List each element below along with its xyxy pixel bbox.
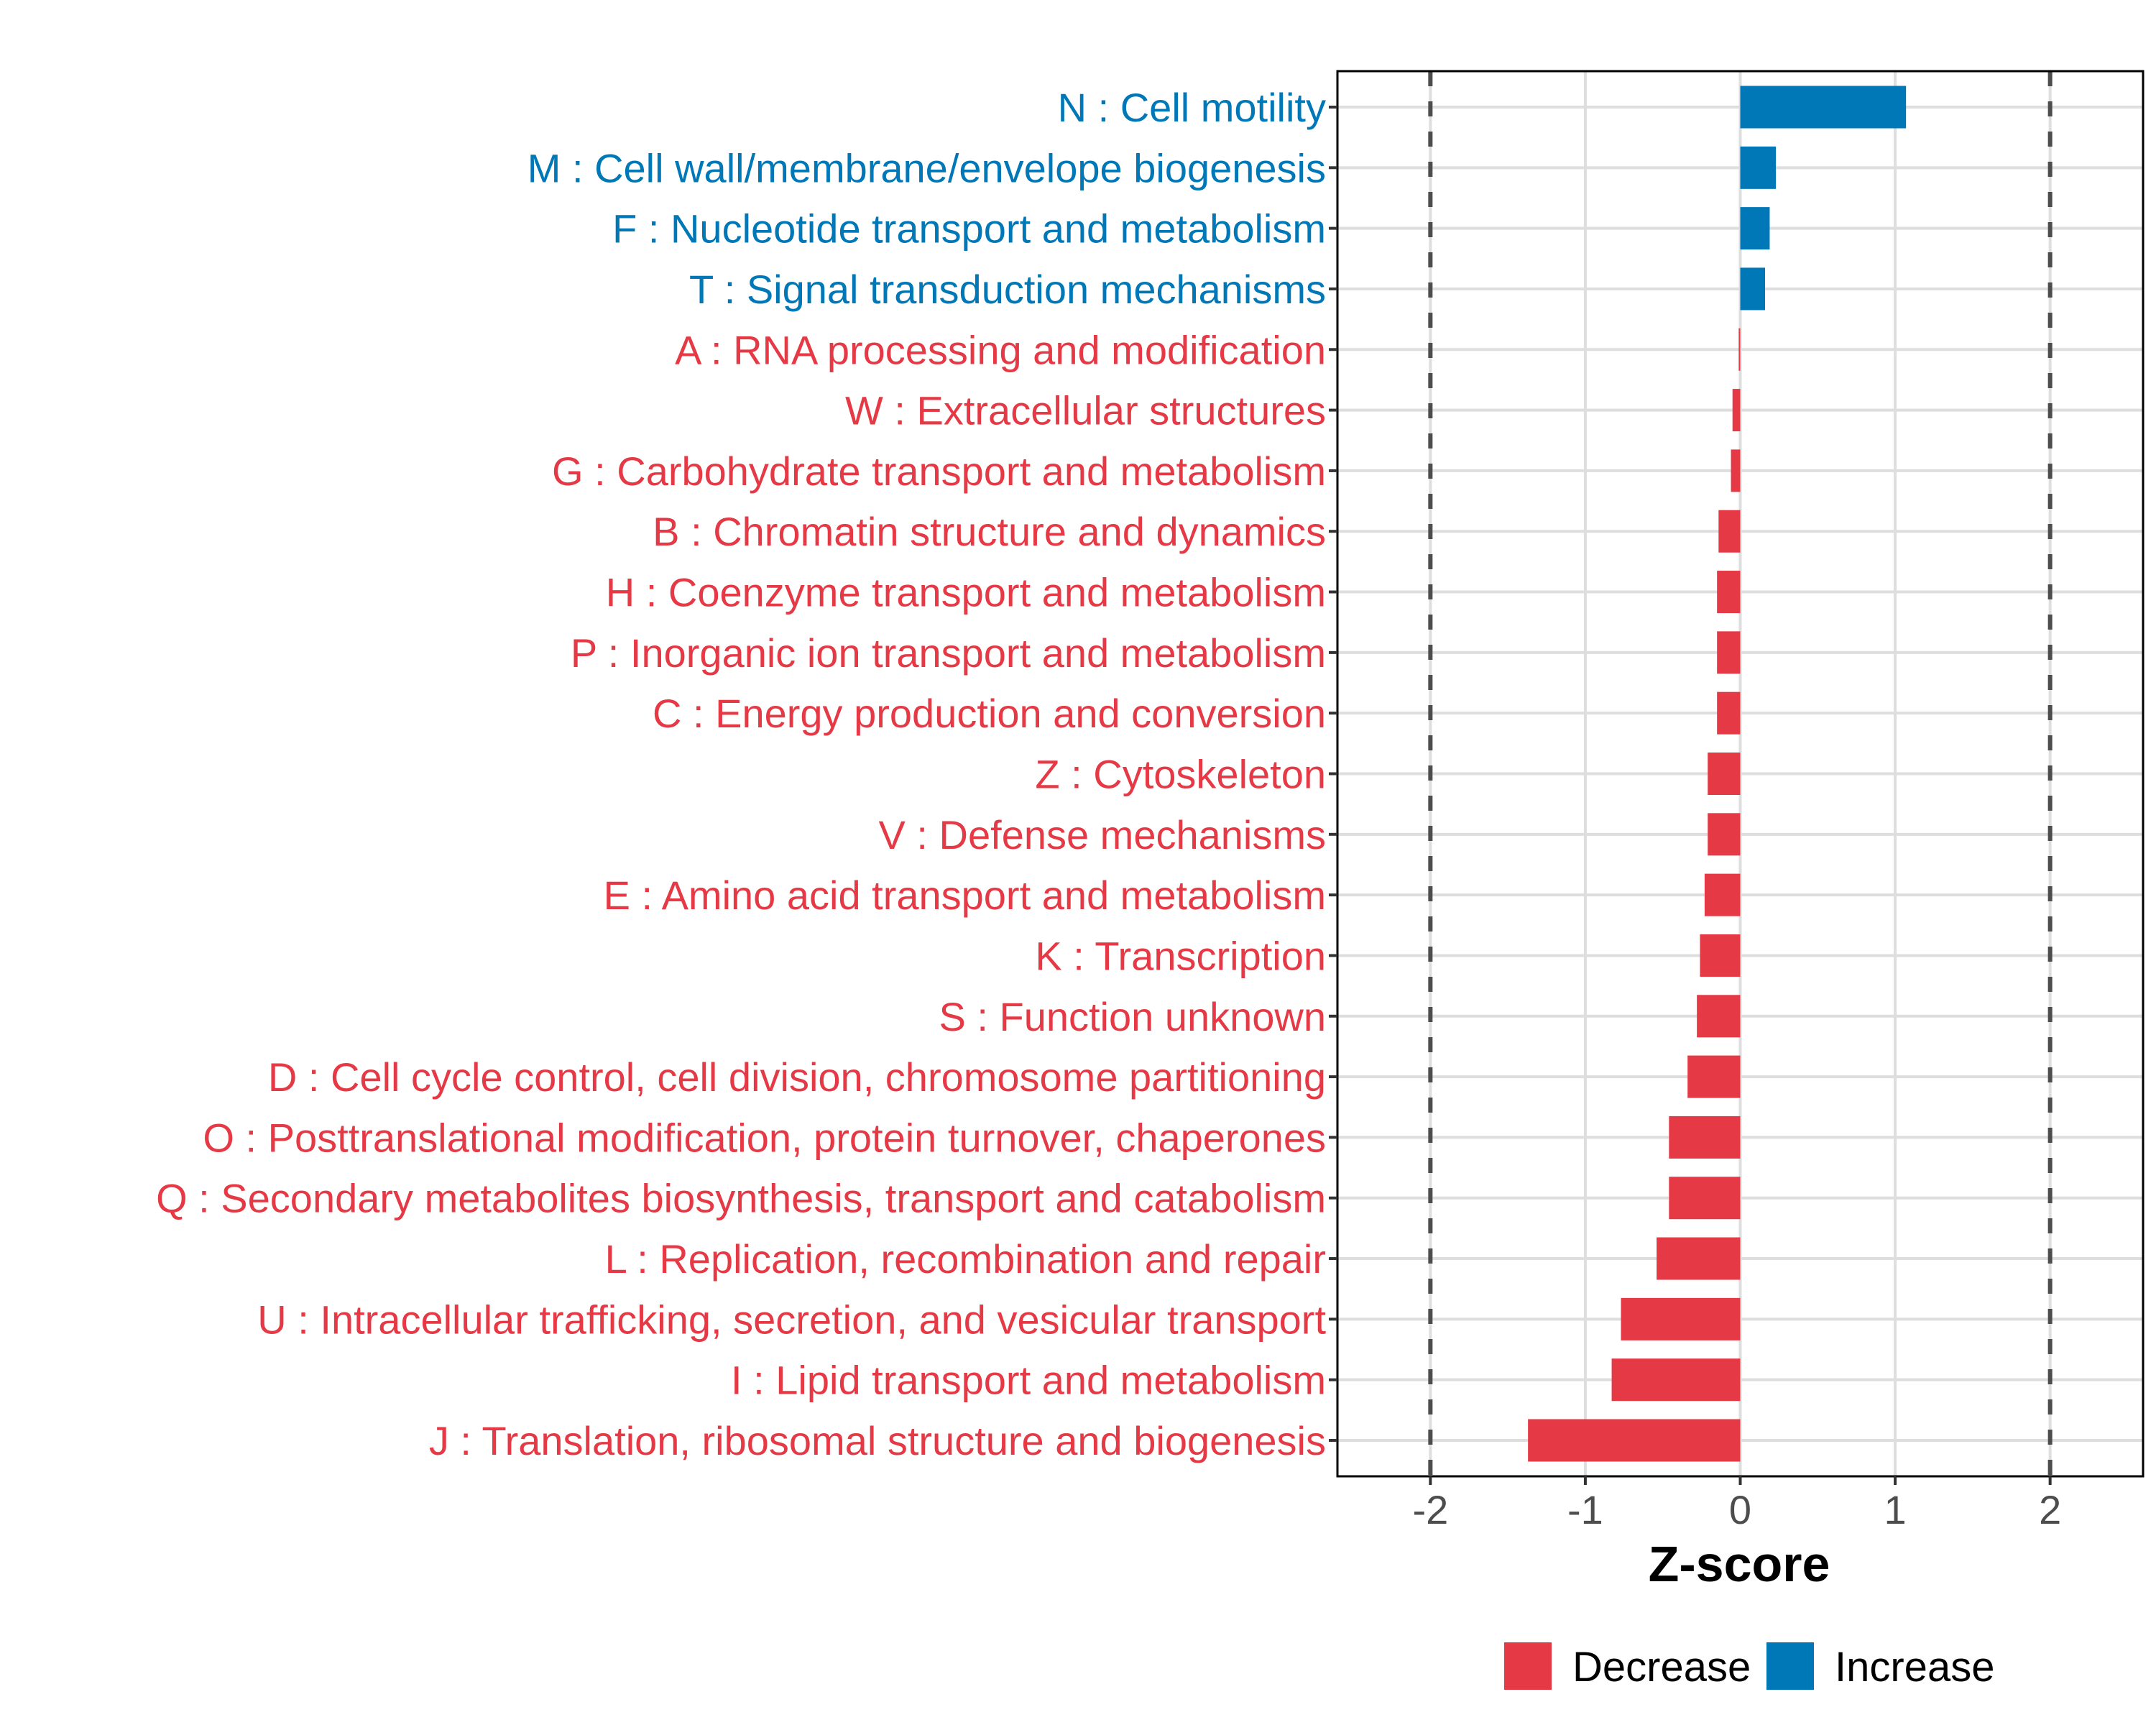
bar-i <box>1611 1358 1741 1402</box>
legend: Decrease Increase <box>1504 1642 1994 1690</box>
y-tick-label: T : Signal transduction mechanisms <box>689 267 1326 312</box>
x-axis-labels: -2 -1 0 1 2 <box>1412 1487 2061 1532</box>
bar-d <box>1687 1055 1741 1098</box>
bar-j <box>1528 1419 1741 1462</box>
y-tick-label: Q : Secondary metabolites biosynthesis, … <box>156 1176 1326 1221</box>
y-tick-label: P : Inorganic ion transport and metaboli… <box>571 630 1326 676</box>
x-axis-ticks <box>1429 1476 2052 1485</box>
y-tick-label: J : Translation, ribosomal structure and… <box>429 1418 1326 1463</box>
bar-m <box>1740 146 1777 189</box>
bar-u <box>1621 1297 1741 1340</box>
bar-s <box>1697 995 1741 1038</box>
x-tick-label: 2 <box>2039 1487 2061 1532</box>
bar-h <box>1717 571 1741 614</box>
bar-q <box>1669 1177 1741 1220</box>
x-tick-label: -2 <box>1412 1487 1448 1532</box>
y-tick-label: U : Intracellular trafficking, secretion… <box>257 1297 1326 1342</box>
y-tick-label: F : Nucleotide transport and metabolism <box>612 206 1326 252</box>
bar-a <box>1738 328 1741 371</box>
legend-label-increase: Increase <box>1835 1644 1994 1690</box>
y-tick-label: A : RNA processing and modification <box>675 327 1326 372</box>
bar-c <box>1717 691 1741 735</box>
y-tick-label: D : Cell cycle control, cell division, c… <box>268 1054 1326 1100</box>
bar-e <box>1704 873 1741 916</box>
legend-label-decrease: Decrease <box>1572 1644 1751 1690</box>
y-tick-label: K : Transcription <box>1035 933 1326 978</box>
y-tick-label: O : Posttranslational modification, prot… <box>203 1115 1326 1160</box>
bar-p <box>1717 631 1741 674</box>
y-tick-label: S : Function unknown <box>939 994 1326 1039</box>
y-axis-ticks <box>1329 106 1337 1442</box>
legend-key-decrease <box>1504 1642 1552 1690</box>
y-tick-label: H : Coenzyme transport and metabolism <box>606 570 1326 615</box>
bar-n <box>1740 86 1907 129</box>
y-tick-label: M : Cell wall/membrane/envelope biogenes… <box>528 145 1326 190</box>
x-tick-label: 0 <box>1729 1487 1751 1532</box>
bar-k <box>1700 934 1741 977</box>
y-tick-label: G : Carbohydrate transport and metabolis… <box>552 448 1326 494</box>
bar-z <box>1708 752 1741 796</box>
bar-v <box>1708 813 1741 856</box>
bar-f <box>1740 207 1770 250</box>
y-tick-label: W : Extracellular structures <box>845 388 1326 433</box>
y-tick-label: N : Cell motility <box>1058 85 1326 130</box>
y-tick-label: Z : Cytoskeleton <box>1035 752 1326 797</box>
bar-t <box>1740 267 1765 310</box>
bar-b <box>1718 510 1741 553</box>
x-tick-label: -1 <box>1567 1487 1603 1532</box>
x-tick-label: 1 <box>1884 1487 1906 1532</box>
reference-lines <box>1428 71 2053 1476</box>
y-tick-label: I : Lipid transport and metabolism <box>731 1358 1326 1403</box>
y-tick-label: B : Chromatin structure and dynamics <box>653 509 1326 554</box>
bar-o <box>1669 1116 1741 1159</box>
bar-w <box>1732 389 1741 432</box>
x-axis-title: Z-score <box>1649 1536 1830 1592</box>
y-tick-label: E : Amino acid transport and metabolism <box>604 873 1326 918</box>
bar-l <box>1657 1237 1741 1280</box>
y-tick-label: C : Energy production and conversion <box>653 691 1326 736</box>
y-axis-labels: N : Cell motility M : Cell wall/membrane/… <box>156 85 1326 1463</box>
legend-key-increase <box>1766 1642 1814 1690</box>
y-tick-label: V : Defense mechanisms <box>879 812 1326 857</box>
bar-g <box>1731 449 1741 492</box>
bars <box>1528 86 1907 1462</box>
y-tick-label: L : Replication, recombination and repai… <box>605 1236 1326 1282</box>
